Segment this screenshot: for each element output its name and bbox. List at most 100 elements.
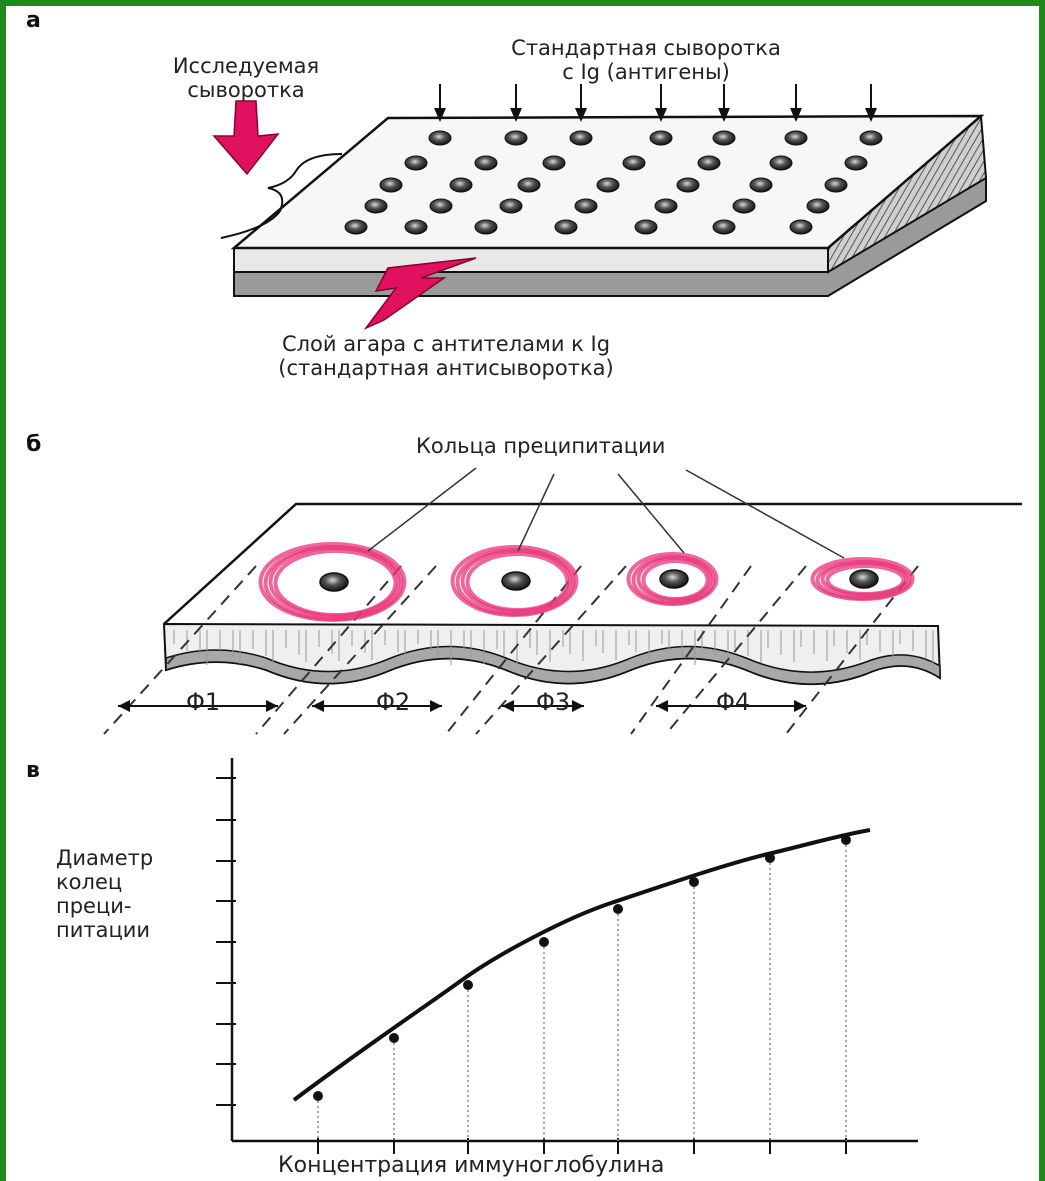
gel-streaks <box>173 630 934 665</box>
guide-dash-line <box>785 565 919 735</box>
y-axis-label-line-3: преци- <box>56 894 132 918</box>
well <box>784 130 808 146</box>
ring-leader-1 <box>367 467 477 552</box>
ring-well <box>319 572 349 592</box>
guide-dash-line <box>255 565 402 735</box>
well <box>517 177 541 193</box>
serum-arrow-head <box>655 108 667 122</box>
precipitation-ring <box>641 559 710 601</box>
well <box>789 219 813 235</box>
well <box>404 219 428 235</box>
curve-point <box>389 1033 399 1043</box>
well <box>379 177 403 193</box>
wells-group <box>344 130 883 235</box>
diameter-arrow-head <box>794 700 806 712</box>
well <box>542 155 566 171</box>
standard-serum-label: Стандартная сыворотка с Ig (антигены) <box>436 36 856 84</box>
diameter-arrow-head <box>430 700 442 712</box>
rings-label: Кольца преципитации <box>416 434 666 458</box>
calibration-curve <box>292 828 871 1102</box>
well <box>569 130 593 146</box>
well <box>596 177 620 193</box>
panel-a-letter: а <box>26 8 41 33</box>
guide-dash-line <box>630 565 752 735</box>
well <box>769 155 793 171</box>
well <box>749 177 773 193</box>
test-serum-brace <box>220 153 343 239</box>
y-axis-label-line-1: Диаметр <box>56 846 154 870</box>
ring-leader-2 <box>517 473 555 552</box>
precipitation-ring <box>273 549 398 617</box>
agar-layer-line-2: (стандартная антисыворотка) <box>278 356 614 380</box>
serum-arrow-head <box>434 108 446 122</box>
well <box>844 155 868 171</box>
well <box>474 155 498 171</box>
serum-arrow-head <box>865 108 877 122</box>
standard-serum-line-2: с Ig (антигены) <box>562 60 730 84</box>
well <box>712 130 736 146</box>
guide-dash-line <box>283 565 437 735</box>
diameter-arrow-head <box>266 700 278 712</box>
well <box>499 198 523 214</box>
well <box>806 198 830 214</box>
ring-leader-4 <box>685 469 845 559</box>
curve-point <box>765 853 775 863</box>
ring-leader-3 <box>617 473 685 554</box>
agar-layer-arrow <box>363 257 477 330</box>
agar-plate-diagram <box>212 84 988 330</box>
well <box>404 155 428 171</box>
y-axis-ticks <box>216 777 236 1106</box>
serum-arrow-head <box>790 108 802 122</box>
well <box>654 198 678 214</box>
curve-point <box>313 1091 323 1101</box>
precipitation-ring <box>825 564 906 596</box>
serum-arrow-head <box>510 108 522 122</box>
well <box>574 198 598 214</box>
guide-dash-line <box>445 565 582 735</box>
diameter-arrow-head <box>502 700 514 712</box>
figure-frame: а Исследуемая сыворотка Стандартная сыво… <box>6 6 1039 1181</box>
serum-arrow-head <box>718 108 730 122</box>
well <box>474 219 498 235</box>
calibration-curve-plot <box>216 758 918 1154</box>
panel-c-letter: в <box>26 758 40 783</box>
well <box>554 219 578 235</box>
well <box>429 198 453 214</box>
guide-dash-line <box>475 565 627 735</box>
well <box>344 219 368 235</box>
well <box>859 130 883 146</box>
agar-layer-label: Слой агара с антителами к Ig (стандартна… <box>166 332 726 380</box>
gel-slab-top <box>163 502 1022 625</box>
well <box>712 219 736 235</box>
x-axis-ticks <box>317 1138 847 1154</box>
well <box>504 130 528 146</box>
y-axis-label-line-4: питации <box>56 918 151 942</box>
diameter-arrow-head <box>656 700 668 712</box>
curve-point <box>463 980 473 990</box>
well <box>697 155 721 171</box>
drop-lines <box>317 840 847 1141</box>
precipitation-rings-diagram <box>103 467 1022 735</box>
well <box>676 177 700 193</box>
diameter-label-1: Φ1 <box>186 688 221 716</box>
well <box>634 219 658 235</box>
well <box>732 198 756 214</box>
well <box>428 130 452 146</box>
curve-point <box>841 835 851 845</box>
well <box>449 177 473 193</box>
test-serum-line-2: сыворотка <box>187 78 305 102</box>
curve-point <box>613 904 623 914</box>
diameter-label-3: Φ3 <box>536 688 571 716</box>
test-serum-line-1: Исследуемая <box>172 54 320 78</box>
serum-arrow-head <box>575 108 587 122</box>
precipitation-ring <box>465 552 570 612</box>
well <box>622 155 646 171</box>
well <box>824 177 848 193</box>
diameter-arrow-head <box>572 700 584 712</box>
y-axis-label-line-2: колец <box>56 870 123 894</box>
well <box>364 198 388 214</box>
curve-points <box>313 835 851 1101</box>
agar-layer-line-1: Слой агара с антителами к Ig <box>281 332 611 356</box>
curve-point <box>539 937 549 947</box>
ring-well <box>501 571 531 591</box>
